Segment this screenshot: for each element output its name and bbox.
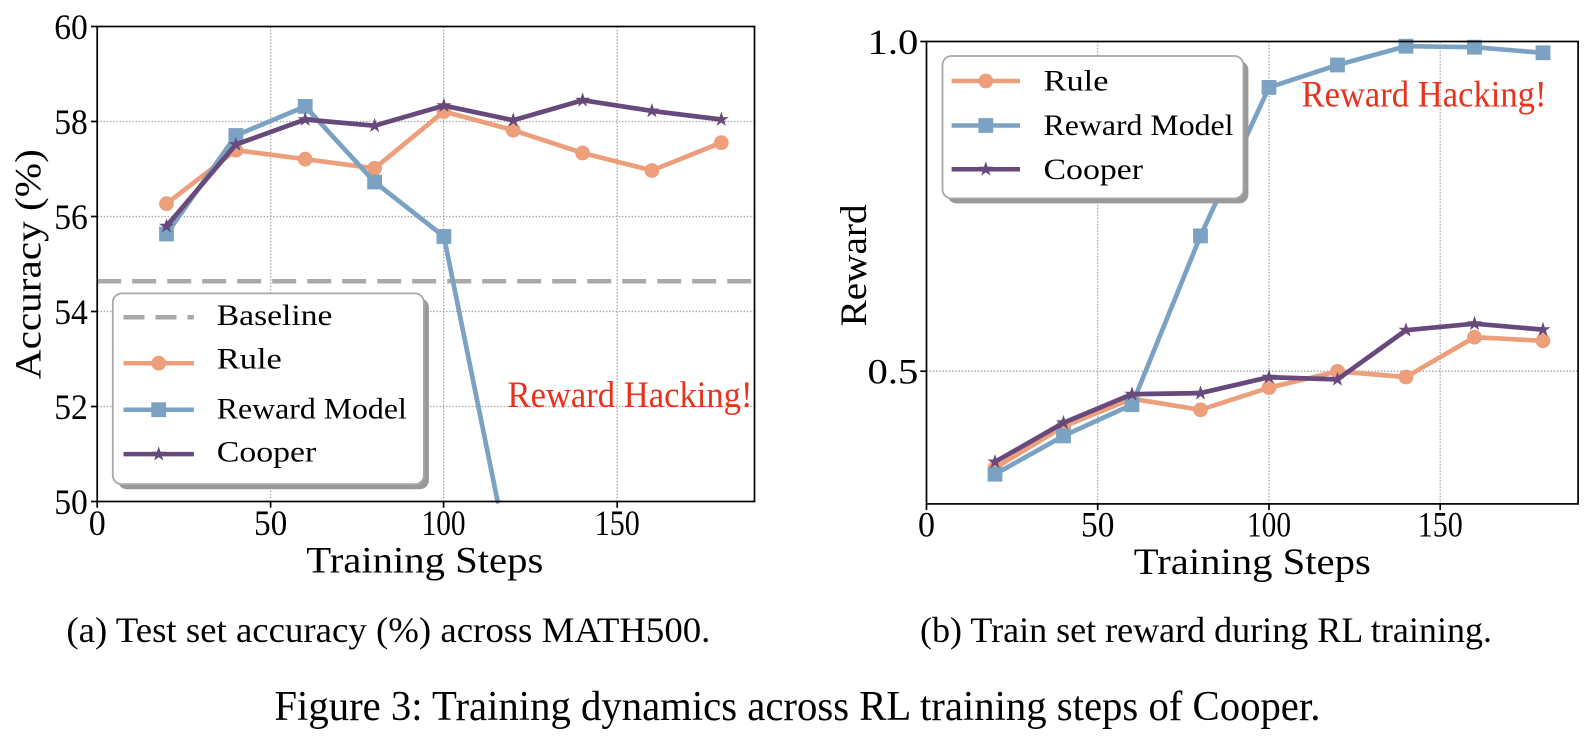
svg-text:58: 58 [54,102,88,142]
svg-text:Reward Model: Reward Model [217,392,407,425]
svg-text:(a) Test set accuracy (%) acro: (a) Test set accuracy (%) across MATH500… [66,610,710,650]
svg-text:Rule: Rule [217,342,282,375]
svg-text:Baseline: Baseline [217,299,333,332]
svg-text:50: 50 [254,503,287,543]
svg-text:0: 0 [89,503,106,543]
svg-text:56: 56 [54,197,88,237]
svg-text:Reward: Reward [834,204,875,327]
svg-text:Training Steps: Training Steps [306,540,543,581]
svg-text:Accuracy (%): Accuracy (%) [9,149,50,379]
svg-text:Reward Hacking!: Reward Hacking! [1302,74,1547,115]
svg-text:Figure 3: Training dynamics ac: Figure 3: Training dynamics across RL tr… [274,683,1320,730]
svg-text:Cooper: Cooper [217,436,316,469]
svg-text:0.5: 0.5 [868,352,919,392]
svg-text:54: 54 [54,292,88,332]
svg-text:100: 100 [422,503,466,543]
svg-text:50: 50 [54,482,88,522]
svg-text:50: 50 [1081,504,1114,544]
svg-text:Reward Hacking!: Reward Hacking! [508,374,753,415]
svg-text:0: 0 [918,504,935,544]
svg-text:100: 100 [1247,504,1291,544]
svg-text:Reward Model: Reward Model [1044,109,1234,142]
svg-text:(b) Train set reward during RL: (b) Train set reward during RL training. [920,610,1492,650]
svg-text:1.0: 1.0 [868,22,919,62]
svg-text:60: 60 [54,7,88,47]
svg-text:Cooper: Cooper [1044,153,1144,186]
svg-text:Training Steps: Training Steps [1134,542,1371,583]
svg-text:150: 150 [1418,504,1463,544]
svg-text:Rule: Rule [1044,65,1109,98]
svg-text:52: 52 [54,387,88,427]
svg-text:150: 150 [595,503,640,543]
